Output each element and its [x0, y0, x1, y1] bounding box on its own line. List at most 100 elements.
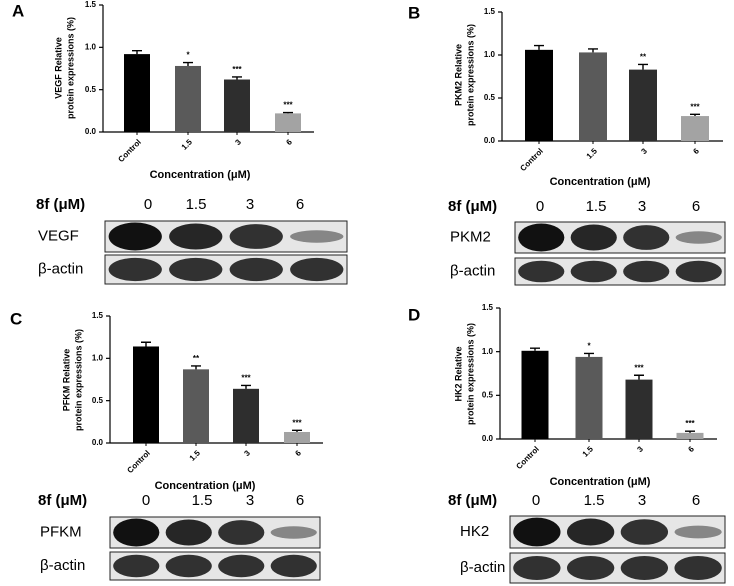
error-bar	[588, 48, 598, 53]
x-axis-label: Concentration (μM)	[550, 176, 651, 188]
significance-label: ***	[685, 419, 695, 428]
x-tick-label: 1.5	[188, 448, 203, 463]
error-bar	[191, 365, 201, 370]
blot-band	[570, 224, 617, 251]
blot-row-label: β-actin	[40, 557, 85, 574]
blot-band	[620, 556, 669, 580]
blot-band	[513, 517, 561, 547]
x-tick-label: 6	[293, 448, 303, 458]
panel-label: D	[408, 305, 420, 324]
blot-band	[229, 257, 283, 282]
blot-band	[513, 556, 561, 580]
blot-band	[169, 257, 223, 282]
y-axis-label: VEGF Relative	[53, 37, 63, 99]
y-tick-label: 1.0	[92, 353, 104, 362]
blot-band	[570, 260, 617, 283]
blot-band	[674, 525, 722, 539]
x-tick-label: Control	[125, 449, 151, 475]
error-bar	[132, 50, 142, 55]
y-tick-label: 0.0	[482, 434, 494, 443]
x-tick-label: 6	[284, 137, 294, 147]
blot-row-label: HK2	[460, 523, 489, 540]
bar	[133, 346, 159, 443]
blot-band	[165, 519, 212, 546]
blot-header: 8f (μM)	[448, 198, 497, 215]
significance-label: ***	[283, 101, 293, 110]
lane-label: 3	[638, 198, 646, 215]
blot-header: 8f (μM)	[448, 492, 497, 509]
panel-label: A	[12, 1, 24, 20]
error-bar	[232, 76, 242, 80]
error-bar	[638, 63, 648, 70]
x-axis-label: Concentration (μM)	[550, 476, 651, 488]
x-tick-label: Control	[518, 147, 544, 173]
bar	[224, 79, 250, 132]
y-tick-label: 1.5	[85, 0, 97, 9]
x-tick-label: 3	[639, 146, 649, 156]
bar	[629, 69, 657, 141]
bar	[275, 113, 301, 132]
x-tick-label: 3	[635, 444, 645, 454]
lane-label: 1.5	[186, 196, 207, 213]
lane-label: 3	[638, 492, 646, 509]
y-tick-label: 1.0	[85, 42, 97, 51]
lane-label: 6	[692, 492, 700, 509]
blot-row-label: β-actin	[450, 262, 495, 279]
y-axis-label: protein expressions (%)	[65, 17, 75, 119]
lane-label: 0	[532, 492, 540, 509]
lane-label: 0	[142, 492, 150, 509]
significance-label: **	[193, 354, 200, 363]
x-axis-label: Concentration (μM)	[150, 169, 251, 181]
significance-label: ***	[634, 363, 644, 372]
y-axis-label: protein expressions (%)	[465, 24, 475, 126]
x-tick-label: 6	[691, 146, 701, 156]
blot-band	[674, 556, 722, 580]
y-axis-label: HK2 Relative	[453, 346, 463, 401]
blot-band	[290, 230, 344, 243]
x-tick-label: 6	[686, 444, 696, 454]
lane-label: 1.5	[584, 492, 605, 509]
blot-row-label: β-actin	[460, 559, 505, 576]
y-axis-label: protein expressions (%)	[73, 329, 83, 431]
significance-label: ***	[690, 102, 700, 111]
blot-band	[623, 260, 670, 283]
blot-band	[270, 554, 317, 578]
error-bar	[292, 429, 302, 432]
y-tick-label: 0.0	[92, 438, 104, 447]
blot-band	[518, 223, 565, 252]
blot-row-label: PKM2	[450, 228, 491, 245]
blot-row-label: VEGF	[38, 227, 79, 244]
bar	[233, 388, 259, 443]
error-bar	[634, 374, 644, 380]
bar	[525, 49, 553, 142]
x-tick-label: 3	[242, 448, 252, 458]
y-tick-label: 1.0	[484, 50, 496, 59]
blot-band	[218, 554, 265, 578]
x-tick-label: 1.5	[581, 444, 596, 459]
x-tick-label: 1.5	[180, 137, 195, 152]
y-tick-label: 0.0	[85, 127, 97, 136]
blot-band	[566, 556, 615, 580]
blot-row-label: β-actin	[38, 260, 83, 277]
blot-header: 8f (μM)	[36, 196, 85, 213]
error-bar	[690, 113, 700, 117]
x-axis-label: Concentration (μM)	[155, 480, 256, 492]
blot-band	[675, 231, 722, 244]
blot-band	[620, 519, 669, 545]
bar	[284, 431, 310, 443]
lane-label: 0	[536, 198, 544, 215]
y-tick-label: 0.5	[482, 390, 494, 399]
blot-band	[218, 520, 265, 545]
y-axis-label: PKM2 Relative	[453, 44, 463, 106]
lane-label: 3	[246, 196, 254, 213]
lane-label: 1.5	[192, 492, 213, 509]
significance-label: ***	[232, 65, 242, 74]
blot-band	[566, 518, 615, 546]
error-bar	[141, 341, 151, 347]
blot-band	[108, 257, 162, 282]
y-tick-label: 0.5	[85, 85, 97, 94]
error-bar	[241, 384, 251, 389]
bar	[676, 432, 704, 439]
blot-band	[290, 257, 344, 282]
